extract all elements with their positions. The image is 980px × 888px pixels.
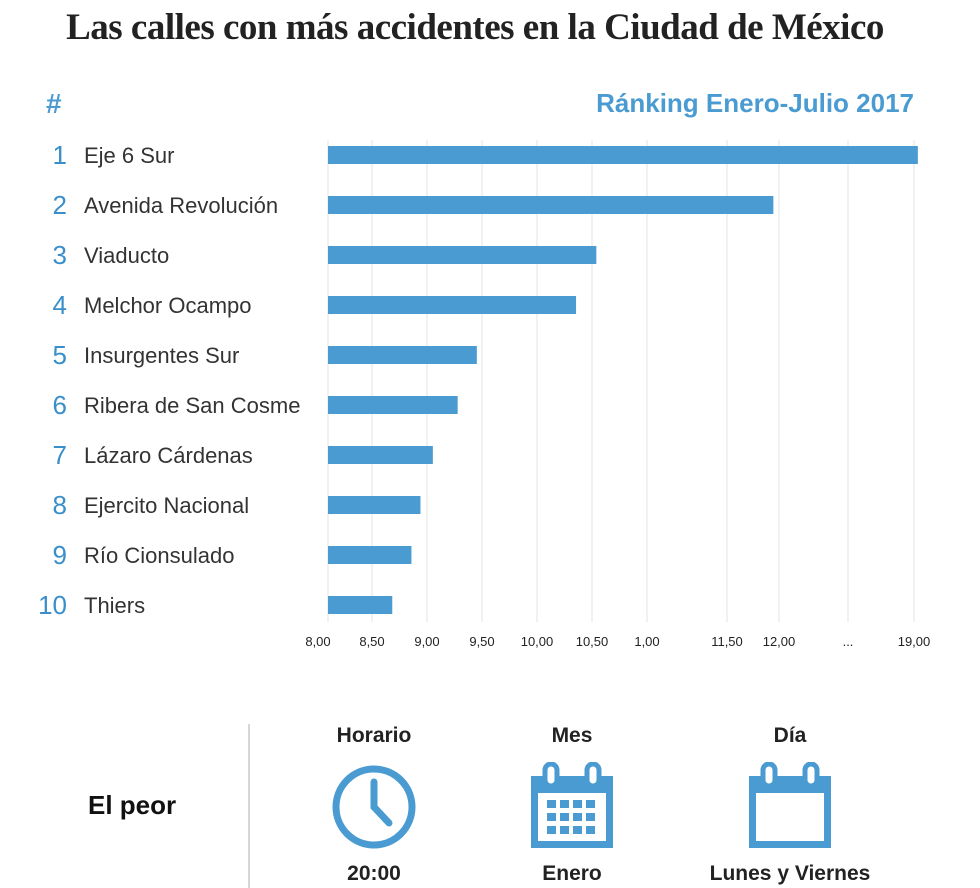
bar: [328, 346, 477, 364]
calendar-grid-icon: [531, 762, 613, 848]
bar: [328, 546, 412, 564]
street-label: Río Cionsulado: [84, 543, 234, 568]
rank-label: 6: [53, 390, 67, 420]
x-tick-label: 12,00: [763, 634, 796, 649]
x-tick-label: 10,00: [521, 634, 554, 649]
rank-label: 8: [53, 490, 67, 520]
street-label: Viaducto: [84, 243, 169, 268]
bar: [328, 146, 918, 164]
street-label: Ribera de San Cosme: [84, 393, 300, 418]
summary-horario: Horario 20:00: [264, 724, 484, 886]
section-divider: [248, 724, 250, 888]
clock-icon: [332, 765, 416, 849]
rank-label: 1: [53, 140, 67, 170]
x-axis-ticks: 8,00 8,50 9,00 9,50 10,00 10,50 1,00 11,50 12,00…: [305, 634, 930, 649]
x-tick-label: 19,00: [898, 634, 931, 649]
rank-label: 10: [38, 590, 67, 620]
rank-label: 2: [53, 190, 67, 220]
rank-label: 7: [53, 440, 67, 470]
x-tick-label: 10,50: [576, 634, 609, 649]
street-label: Thiers: [84, 593, 145, 618]
bar: [328, 446, 433, 464]
street-label: Melchor Ocampo: [84, 293, 252, 318]
rank-label: 9: [53, 540, 67, 570]
bar: [328, 596, 393, 614]
bar-chart: 1 Eje 6 Sur 2 Avenida Revolución 3 Viaducto 4 M…: [38, 140, 930, 649]
x-tick-label: 11,50: [711, 634, 743, 649]
summary-dia: Día Lunes y Viernes: [680, 724, 900, 886]
x-tick-label: 9,00: [414, 634, 439, 649]
bars: [328, 146, 918, 614]
rank-label: 5: [53, 340, 67, 370]
bar: [328, 246, 597, 264]
rank-column-header: #: [46, 88, 62, 119]
street-label: Insurgentes Sur: [84, 343, 239, 368]
street-label: Eje 6 Sur: [84, 143, 175, 168]
grid-lines: [327, 140, 915, 622]
chart-title: Las calles con más accidentes en la Ciud…: [66, 7, 884, 48]
mes-header: Mes: [551, 724, 593, 747]
dia-header: Día: [773, 724, 807, 747]
summary-mes: Mes Enero: [462, 724, 682, 886]
calendar-blank-icon: [749, 762, 831, 848]
bar: [328, 496, 421, 514]
street-label: Avenida Revolución: [84, 193, 278, 218]
street-label: Lázaro Cárdenas: [84, 443, 253, 468]
x-tick-label: ...: [843, 634, 854, 649]
worst-label: El peor: [88, 790, 177, 820]
horario-value: 20:00: [347, 862, 401, 885]
row-labels: 1 Eje 6 Sur 2 Avenida Revolución 3 Viaducto 4 M…: [38, 140, 300, 620]
x-tick-label: 8,50: [359, 634, 384, 649]
mes-value: Enero: [542, 862, 602, 885]
chart-subtitle: Ránking Enero-Julio 2017: [596, 88, 914, 118]
rank-label: 3: [53, 240, 67, 270]
x-tick-label: 9,50: [469, 634, 494, 649]
street-label: Ejercito Nacional: [84, 493, 249, 518]
bar: [328, 196, 774, 214]
rank-label: 4: [53, 290, 67, 320]
x-tick-label: 8,00: [305, 634, 330, 649]
dia-value: Lunes y Viernes: [709, 862, 871, 885]
bar: [328, 396, 458, 414]
bar: [328, 296, 577, 314]
horario-header: Horario: [336, 724, 412, 747]
x-tick-label: 1,00: [634, 634, 659, 649]
